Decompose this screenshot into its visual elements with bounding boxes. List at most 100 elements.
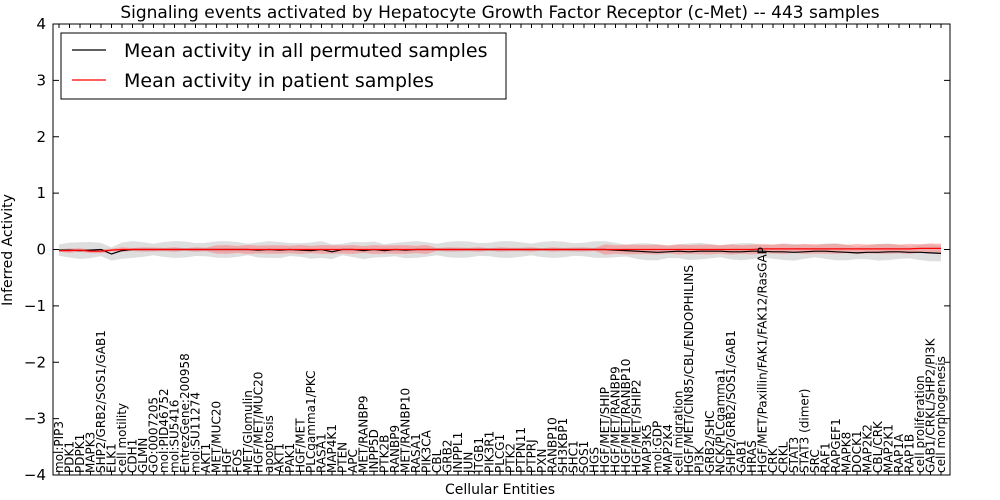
y-tick-label: 0 (36, 241, 46, 259)
x-tick-label: HGF/MET/RANBP9 (609, 366, 623, 473)
x-tick-label: HGF (220, 448, 234, 473)
legend-label-patient: Mean activity in patient samples (124, 70, 434, 92)
legend-label-permuted: Mean activity in all permuted samples (124, 40, 487, 62)
x-tick-label: FOS (231, 449, 245, 473)
x-tick-label: mol:SU11274 (189, 392, 203, 473)
x-tick-label: ITGB1 (472, 437, 486, 473)
x-tick-label: PTK2B (378, 435, 392, 473)
x-tick-label: RAF1 (819, 442, 833, 473)
x-tick-label: mol:GDP (651, 421, 665, 473)
x-tick-label: PDPK1 (73, 434, 87, 473)
x-tick-label: HGS (588, 447, 602, 473)
x-tick-label: RAP1B (903, 434, 917, 473)
x-tick-label: cell migration (672, 391, 686, 473)
x-tick-label: PIK3R1 (483, 431, 497, 473)
permuted-spread-band (59, 241, 941, 262)
series-lines-layer (59, 247, 942, 255)
x-tick-label: HGF/MET/SHIP2 (630, 379, 644, 473)
x-tick-label: GLMN (136, 438, 150, 473)
series-line-patient (59, 247, 941, 252)
y-tick-label: −3 (24, 410, 46, 428)
x-tick-label: CRK (766, 447, 780, 473)
x-tick-label: INPP5D (367, 429, 381, 473)
x-tick-label: mol:SU5416 (168, 400, 182, 473)
x-tick-label: RANBP9 (388, 425, 402, 473)
x-tick-label: cell morphogenesis (934, 356, 948, 473)
x-tick-label: HRAS (745, 440, 759, 473)
x-tick-label: CRKL (777, 441, 791, 473)
x-tick-label: SH3KBP1 (556, 418, 570, 473)
x-tick-label: JUN (462, 452, 476, 474)
x-tick-label: PTEN (336, 442, 350, 473)
x-tick-label: PAK1 (283, 443, 297, 473)
x-tick-label: PTK2 (504, 443, 518, 473)
x-tick-label: SHP2/GRB2/SOS1/GAB1 (94, 330, 108, 473)
y-tick-label: 4 (36, 15, 46, 33)
x-tick-label: GO:0007205 (147, 397, 161, 473)
x-tick-label: DOCK1 (850, 430, 864, 473)
x-tick-label: SRC (808, 449, 822, 473)
x-tick-label: PTPN11 (514, 427, 528, 473)
x-axis: mol:PIP3PDK1PDPK1MAPK3SHP2/GRB2/SOS1/GAB… (52, 24, 948, 475)
y-tick-label: −4 (24, 466, 46, 484)
x-tick-label: SHC1 (567, 440, 581, 473)
x-tick-label: HGF/MET/Paxillin/FAK1/FAK12/RasGAP (756, 247, 770, 473)
x-tick-label: SHP2/GRB2/SOS1/GAB1 (724, 330, 738, 473)
x-tick-label: AKT1 (199, 443, 213, 473)
x-tick-label: CBL (430, 449, 444, 473)
x-tick-label: PIK3CA (420, 429, 434, 473)
x-tick-label: MAP2K1 (882, 424, 896, 473)
x-tick-label: ELK1 (105, 443, 119, 473)
x-tick-label: MAP2K4 (661, 424, 675, 473)
x-tick-label: MET/Glomulin (241, 390, 255, 473)
x-tick-label: STAT3 (dimer) (798, 389, 812, 473)
x-tick-label: MAP3K5 (640, 424, 654, 473)
x-tick-label: cell motility (115, 403, 129, 473)
x-tick-label: PXN (535, 449, 549, 473)
y-axis: −4 −3 −2 −1 0 1 2 3 4 (24, 15, 950, 484)
x-tick-label: PLCG1 (493, 434, 507, 473)
x-tick-label: HGF/MET/MUC20 (252, 372, 266, 473)
x-tick-label: RANBP10 (546, 417, 560, 473)
x-tick-label: HGF/MET (294, 418, 308, 473)
y-axis-label: Inferred Activity (0, 194, 16, 306)
legend-box (60, 32, 507, 100)
x-tick-label: SOS1 (577, 441, 591, 473)
x-tick-label: MET/RANBP10 (399, 388, 413, 473)
x-tick-label: MET/RANBP9 (357, 396, 371, 473)
x-tick-label: CDH1 (126, 439, 140, 473)
y-tick-label: −2 (24, 353, 46, 371)
legend: Mean activity in all permuted samples Me… (60, 32, 507, 100)
x-tick-label: RASA1 (315, 433, 329, 473)
x-tick-label: PI3K (693, 446, 707, 473)
x-axis-label: Cellular Entities (445, 482, 555, 498)
x-tick-label: RAPGEF1 (829, 418, 843, 473)
x-tick-label: cell proliferation (913, 375, 927, 473)
x-tick-label: MET/MUC20 (210, 401, 224, 473)
x-tick-label: HGF/MET/CIN85/CBL/ENDOPHILINS (682, 265, 696, 473)
x-tick-label: MAP2K2 (861, 424, 875, 473)
x-tick-label: mol:PIP3 (52, 421, 66, 473)
x-tick-label: STAT3 (787, 437, 801, 473)
x-tick-label: PLCgamma1/PKC (304, 370, 318, 473)
x-tick-label: APC (346, 449, 360, 473)
x-tick-label: EntrezGene:200958 (178, 353, 192, 473)
y-tick-label: 1 (36, 184, 46, 202)
x-tick-label: apoptosis (262, 415, 276, 473)
y-tick-label: −1 (24, 297, 46, 315)
x-tick-label: MAPK8 (840, 432, 854, 473)
x-tick-label: GRB2/SHC (703, 410, 717, 473)
x-tick-label: mol:PID46752 (157, 388, 171, 473)
x-tick-label: PTPRJ (525, 439, 539, 473)
x-tick-label: GAB1 (735, 440, 749, 473)
x-tick-label: GAB1/CRKL/SHP2/PI3K (924, 337, 938, 473)
x-tick-label: INPPL1 (451, 432, 465, 473)
x-tick-label: MAPK3 (84, 432, 98, 473)
x-tick-label: HGF/MET/RANBP10 (619, 359, 633, 473)
x-tick-label: HGF/MET/SHIP (598, 387, 612, 473)
x-tick-label: GRB2 (441, 439, 455, 473)
x-tick-label: AKT1 (273, 443, 287, 473)
x-tick-label: NCK/PLCgamma1 (714, 368, 728, 473)
y-tick-label: 2 (36, 128, 46, 146)
